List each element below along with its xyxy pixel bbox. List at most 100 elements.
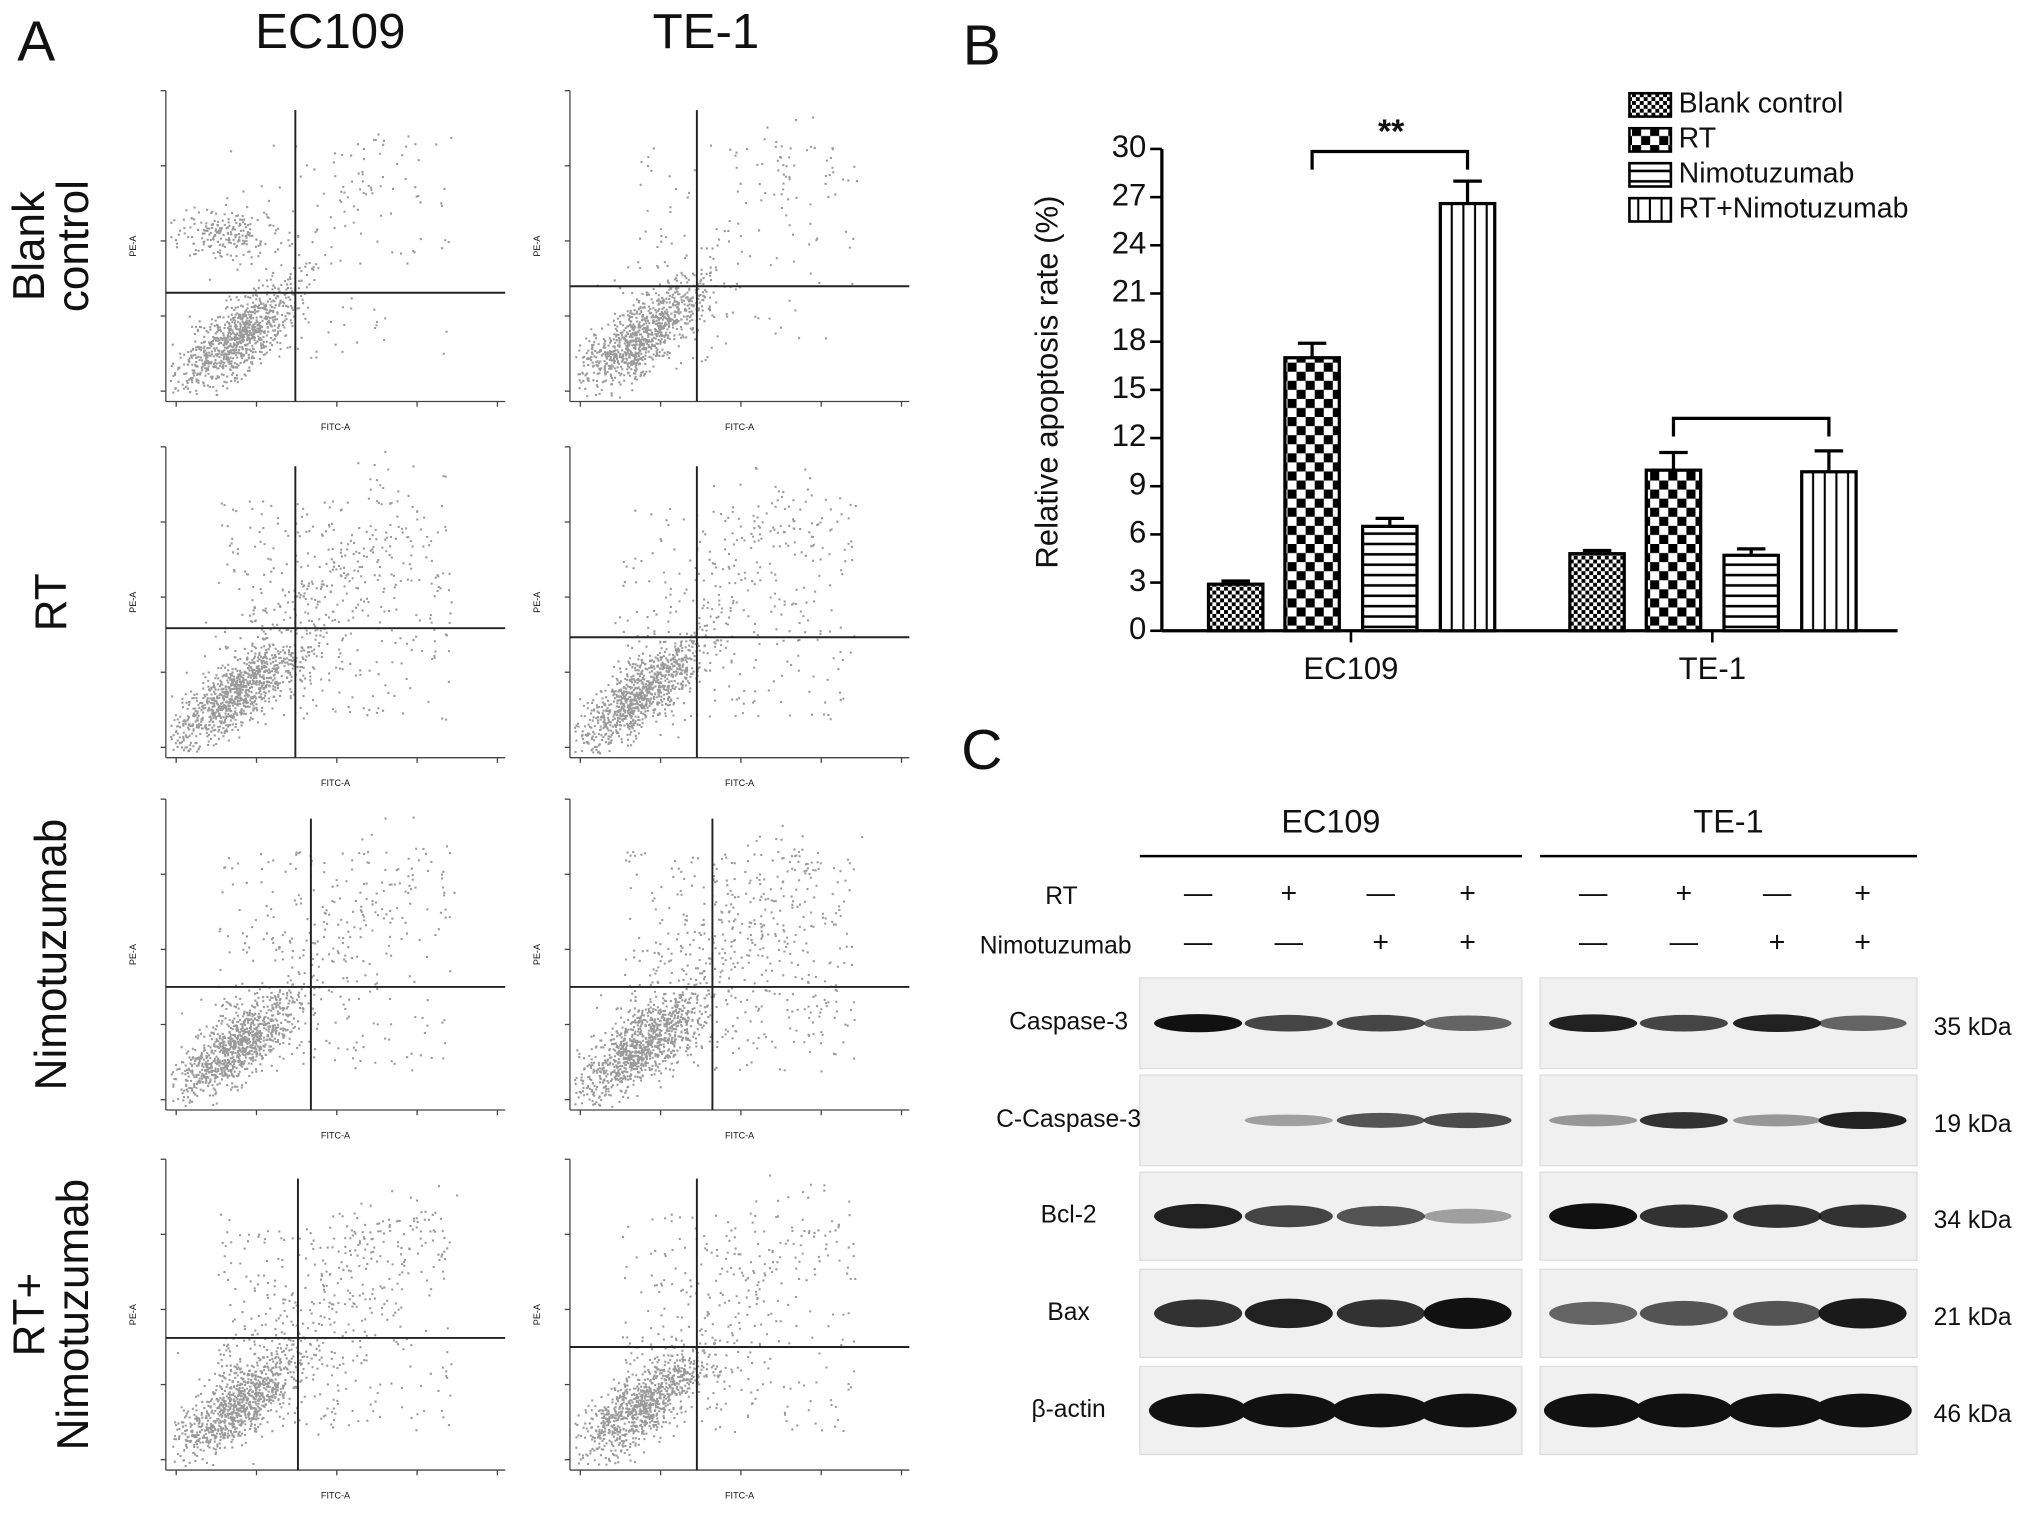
treatment-sign: +: [1769, 927, 1786, 959]
treatment-sign: +: [1372, 927, 1389, 959]
blot-band: [1813, 1393, 1912, 1428]
size-label: 46 kDa: [1934, 1401, 2012, 1428]
treatment-sign: +: [1280, 878, 1297, 910]
blot-band: [1549, 1203, 1638, 1230]
y-axis-title: Relative apoptosis rate (%): [1029, 196, 1064, 569]
dot-cloud: [574, 824, 864, 1108]
y-axis-label: PE-A: [532, 591, 542, 613]
panel-label: C: [961, 718, 1002, 782]
row-label: RT: [27, 573, 76, 631]
y-axis-label: PE-A: [128, 943, 138, 965]
legend-label: RT+Nimotuzumab: [1679, 192, 1909, 224]
significance-bracket: [1310, 149, 1470, 170]
legend-swatch: [1628, 196, 1673, 223]
blot-band: [1549, 1301, 1638, 1326]
bar: [1644, 468, 1703, 633]
y-axis-label: PE-A: [532, 1303, 542, 1325]
y-tick-label: 15: [1112, 370, 1147, 405]
treatment-sign: —: [1367, 878, 1396, 910]
y-tick-label: 0: [1129, 611, 1146, 646]
x-axis-label: FITC-A: [725, 1130, 755, 1140]
x-axis-label: FITC-A: [725, 778, 755, 788]
blot-band: [1244, 1114, 1333, 1127]
group-label: EC109: [1281, 803, 1380, 839]
x-axis-label: FITC-A: [321, 778, 351, 788]
size-label: 19 kDa: [1934, 1111, 2012, 1138]
blot-band: [1727, 1393, 1827, 1428]
y-tick-label: 18: [1112, 322, 1147, 357]
treatment-sign: +: [1854, 878, 1871, 910]
blot-band: [1818, 1015, 1907, 1031]
blot-band: [1331, 1393, 1430, 1428]
protein-label: C-Caspase-3: [996, 1106, 1141, 1133]
blot-band: [1244, 1014, 1333, 1032]
y-axis-label: PE-A: [532, 235, 542, 257]
treatment-label: Nimotuzumab: [980, 932, 1132, 959]
protein-label: β-actin: [1031, 1396, 1105, 1423]
legend-label: Blank control: [1679, 87, 1844, 119]
panel-label: B: [963, 13, 1001, 77]
y-tick-label: 9: [1129, 466, 1146, 501]
protein-label: Bcl-2: [1041, 1202, 1097, 1229]
blot-band: [1154, 1299, 1243, 1328]
bar: [1568, 552, 1626, 633]
size-label: 21 kDa: [1934, 1304, 2012, 1331]
y-tick-label: 24: [1112, 226, 1147, 261]
group-label: TE-1: [1693, 803, 1763, 839]
blot-band: [1639, 1112, 1728, 1129]
x-tick-label: EC109: [1303, 651, 1398, 686]
treatment-sign: +: [1459, 927, 1476, 959]
bar: [1438, 201, 1497, 633]
blot-band: [1239, 1393, 1339, 1428]
row-label: Nimotuzumab: [27, 819, 76, 1091]
row-label: Blank: [5, 190, 54, 301]
blot-band: [1818, 1298, 1907, 1329]
y-tick-label: 27: [1112, 177, 1147, 212]
treatment-label: RT: [1045, 883, 1077, 910]
x-axis-label: FITC-A: [321, 422, 351, 432]
treatment-sign: —: [1275, 927, 1304, 959]
legend-label: Nimotuzumab: [1679, 157, 1855, 189]
size-label: 34 kDa: [1934, 1207, 2012, 1234]
x-tick-label: TE-1: [1679, 651, 1746, 686]
significance-label: **: [1378, 113, 1405, 150]
blot-band: [1639, 1014, 1728, 1032]
bar: [1361, 524, 1419, 633]
treatment-sign: +: [1676, 878, 1693, 910]
blot-band: [1818, 1204, 1907, 1228]
bar: [1800, 470, 1858, 633]
y-tick-label: 12: [1112, 418, 1147, 453]
y-axis-label: PE-A: [128, 235, 138, 257]
y-axis-label: PE-A: [128, 1303, 138, 1325]
row-label: Nimotuzumab: [49, 1179, 98, 1451]
blot-band: [1244, 1298, 1333, 1329]
x-axis-label: FITC-A: [725, 422, 755, 432]
protein-label: Caspase-3: [1009, 1009, 1128, 1036]
y-axis-label: PE-A: [128, 591, 138, 613]
size-label: 35 kDa: [1934, 1014, 2012, 1041]
protein-label: Bax: [1047, 1299, 1090, 1326]
blot-band: [1733, 1114, 1822, 1127]
y-tick-label: 21: [1112, 274, 1147, 309]
blot-band: [1634, 1393, 1734, 1428]
blot-band: [1423, 1297, 1512, 1329]
legend-swatch: [1628, 91, 1673, 118]
treatment-sign: —: [1579, 878, 1608, 910]
blot-band: [1733, 1014, 1822, 1033]
x-axis-label: FITC-A: [321, 1130, 351, 1140]
blot-band: [1423, 1112, 1512, 1129]
blot-band: [1423, 1015, 1512, 1031]
blot-band: [1549, 1014, 1638, 1033]
legend-label: RT: [1679, 122, 1716, 154]
treatment-sign: —: [1763, 878, 1792, 910]
y-axis-label: PE-A: [532, 943, 542, 965]
blot-band: [1418, 1393, 1517, 1428]
blot-band: [1244, 1205, 1333, 1228]
blot-band: [1148, 1393, 1248, 1428]
column-label: EC109: [255, 4, 405, 59]
dot-cloud: [170, 450, 453, 753]
blot-band: [1639, 1204, 1728, 1228]
blot-band: [1639, 1300, 1728, 1326]
bar: [1283, 356, 1341, 633]
